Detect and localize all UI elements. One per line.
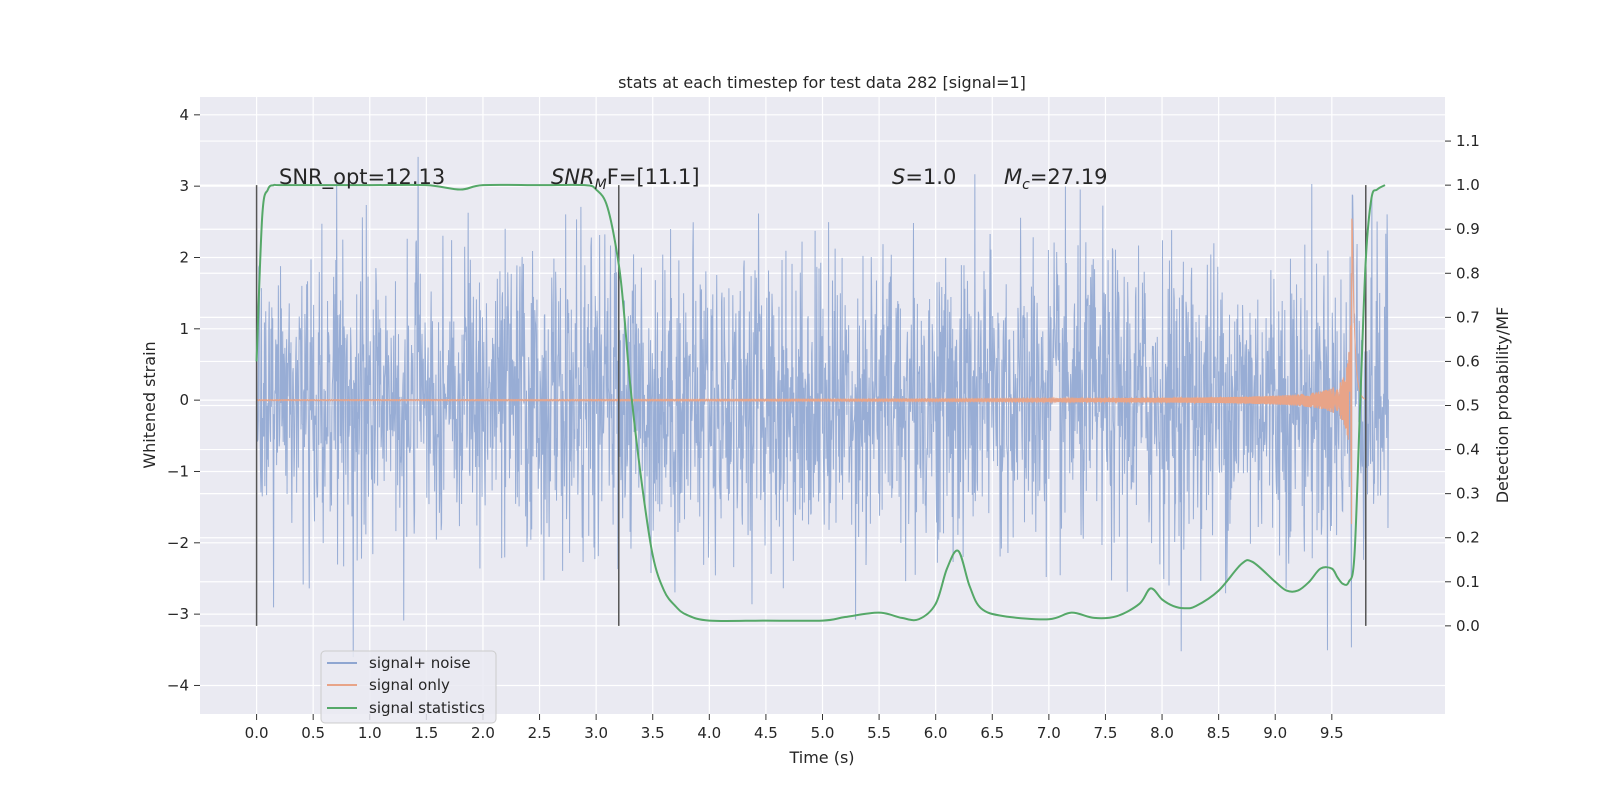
y-left-tick-label: −3 [167, 605, 189, 623]
x-tick-label: 3.5 [641, 724, 665, 742]
y-right-tick-label: 0.4 [1456, 441, 1480, 459]
x-tick-label: 2.5 [528, 724, 552, 742]
series-signal-only [256, 218, 1367, 524]
legend-label-signal-noise: signal+ noise [369, 654, 471, 672]
annotation-mc: Mc=27.19 [1004, 165, 1108, 193]
y-left-tick-label: 4 [179, 106, 189, 124]
y-right-tick-label: 0.0 [1456, 617, 1480, 635]
x-tick-label: 0.0 [245, 724, 269, 742]
y-right-tick-label: 0.7 [1456, 308, 1480, 326]
x-tick-label: 5.5 [867, 724, 891, 742]
x-tick-label: 6.5 [980, 724, 1004, 742]
y-left-tick-label: −2 [167, 534, 189, 552]
y-left-tick-label: 2 [179, 248, 189, 266]
y-axis-right-ticks: 1.1 1.0 0.9 0.8 0.7 0.6 0.5 0.4 0.3 0.2 0.1 0.0 [1445, 132, 1480, 635]
x-axis-ticks: 0.0 0.5 1.0 1.5 2.0 2.5 3.0 3.5 4.0 4.5 5.0 5.5 6.0 6… [245, 714, 1344, 742]
y-right-tick-label: 0.5 [1456, 397, 1480, 415]
annotation-snr-mf-symbol: SNR [551, 165, 595, 189]
x-tick-label: 5.0 [811, 724, 835, 742]
legend: signal+ noise signal only signal statist… [320, 650, 497, 724]
annotation-s-value: =1.0 [905, 165, 956, 189]
y-right-tick-label: 0.1 [1456, 573, 1480, 591]
annotation-s-symbol: S [892, 165, 905, 189]
y-axis-left-label: Whitened strain [140, 341, 159, 468]
x-tick-label: 1.0 [358, 724, 382, 742]
annotation-mc-value: =27.19 [1030, 165, 1108, 189]
x-tick-label: 7.0 [1037, 724, 1061, 742]
x-tick-label: 8.5 [1207, 724, 1231, 742]
y-right-tick-label: 0.9 [1456, 220, 1480, 238]
legend-box [320, 650, 497, 724]
annotation-s: S=1.0 [892, 165, 956, 189]
annotation-mc-subscript: c [1022, 177, 1030, 193]
signal-statistics-line [255, 183, 1386, 622]
x-tick-label: 4.0 [697, 724, 721, 742]
x-tick-label: 3.0 [584, 724, 608, 742]
y-right-tick-label: 0.8 [1456, 264, 1480, 282]
legend-label-signal-only: signal only [369, 676, 450, 694]
annotation-snr-mf-subscript: M [595, 177, 607, 193]
y-left-tick-label: −4 [167, 676, 189, 694]
y-right-tick-label: 1.1 [1456, 132, 1480, 150]
y-axis-left-ticks: 4 3 2 1 0 −1 −2 −3 −4 [167, 106, 200, 694]
x-tick-label: 0.5 [301, 724, 325, 742]
x-axis-label: Time (s) [788, 748, 854, 767]
x-tick-label: 6.0 [924, 724, 948, 742]
annotation-snr-mf: SNRMF=[11.1] [551, 165, 700, 193]
x-tick-label: 1.5 [414, 724, 438, 742]
y-right-tick-label: 0.6 [1456, 352, 1480, 370]
y-right-tick-label: 0.3 [1456, 485, 1480, 503]
y-right-tick-label: 1.0 [1456, 176, 1480, 194]
signal-only-line [256, 218, 1367, 524]
y-left-tick-label: 0 [179, 391, 189, 409]
chart-title: stats at each timestep for test data 282… [618, 73, 1026, 92]
x-tick-label: 9.5 [1320, 724, 1344, 742]
annotation-mc-symbol: M [1004, 165, 1022, 189]
annotation-snr-mf-value: F=[11.1] [607, 165, 700, 189]
y-left-tick-label: −1 [167, 462, 189, 480]
y-left-tick-label: 1 [179, 320, 189, 338]
x-tick-label: 4.5 [754, 724, 778, 742]
x-tick-label: 2.0 [471, 724, 495, 742]
x-tick-label: 9.0 [1263, 724, 1287, 742]
legend-label-signal-statistics: signal statistics [369, 699, 485, 717]
series-signal-statistics [255, 183, 1386, 622]
y-right-tick-label: 0.2 [1456, 529, 1480, 547]
annotation-snr-opt: SNR_opt=12.13 [279, 165, 445, 190]
y-axis-right-label: Detection probability/MF [1493, 307, 1512, 504]
y-left-tick-label: 3 [179, 177, 189, 195]
x-tick-label: 8.0 [1150, 724, 1174, 742]
x-tick-label: 7.5 [1094, 724, 1118, 742]
